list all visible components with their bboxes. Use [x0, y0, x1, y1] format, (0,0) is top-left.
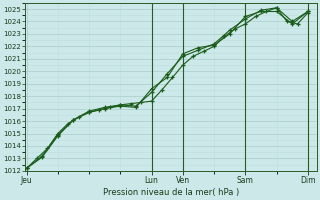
X-axis label: Pression niveau de la mer( hPa ): Pression niveau de la mer( hPa ) [103, 188, 239, 197]
